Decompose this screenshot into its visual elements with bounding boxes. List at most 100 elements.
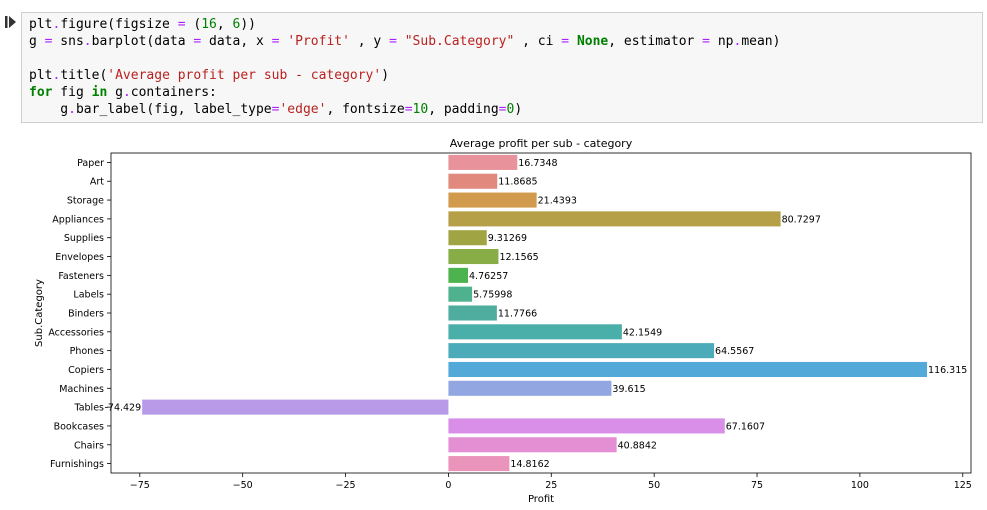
code-token: = xyxy=(561,34,570,49)
bar-envelopes xyxy=(448,249,499,265)
x-tick-label: −50 xyxy=(233,480,253,491)
code-token: = xyxy=(177,17,186,32)
bar-supplies xyxy=(448,230,487,246)
y-tick-label: Paper xyxy=(77,158,104,169)
code-token: )) xyxy=(240,17,256,32)
x-tick-label: 0 xyxy=(445,480,451,491)
code-token: , padding xyxy=(428,102,499,117)
code-token: "Sub.Category" xyxy=(404,34,515,49)
code-token: ) xyxy=(381,68,390,83)
code-token xyxy=(569,34,577,49)
code-token: ) xyxy=(514,102,523,117)
bar-value-label: 11.8685 xyxy=(498,177,537,188)
code-token: . xyxy=(68,102,76,117)
x-tick-label: −75 xyxy=(130,480,150,491)
bar-furnishings xyxy=(448,456,510,472)
code-token: for xyxy=(29,85,53,100)
code-token: ( xyxy=(185,17,202,32)
x-axis: −75 −50 −25 0 25 50 75 100 125 xyxy=(130,473,972,491)
bar-chairs xyxy=(448,437,617,453)
y-tick-label: Copiers xyxy=(68,365,104,376)
x-axis-label: Profit xyxy=(528,494,554,505)
bar-appliances xyxy=(448,211,781,227)
bar-value-label: 21.4393 xyxy=(538,196,577,207)
code-token: , y xyxy=(349,34,390,49)
code-token: data, x xyxy=(201,34,272,49)
code-token: fig xyxy=(52,85,92,100)
x-tick-label: 125 xyxy=(954,480,972,491)
code-line: g.bar_label(fig, label_type='edge', font… xyxy=(29,101,982,118)
code-token: np xyxy=(710,34,734,49)
bar-labels xyxy=(448,286,473,302)
y-tick-label: Appliances xyxy=(52,214,104,225)
code-token: 'Profit' xyxy=(287,34,350,49)
code-token: . xyxy=(52,68,61,83)
y-tick-label: Furnishings xyxy=(50,459,104,470)
x-tick-label: 75 xyxy=(751,480,763,491)
code-token: 'Average profit per sub - category' xyxy=(107,68,382,83)
code-editor[interactable]: plt.figure(figsize = (16, 6)) g = sns.bar… xyxy=(21,12,983,123)
code-token: , ci xyxy=(514,34,562,49)
bar-value-label: 116.315 xyxy=(928,365,967,376)
code-token: . xyxy=(52,17,61,32)
y-tick-label: Tables xyxy=(73,403,104,414)
y-axis: Paper Art Storage Appliances Supplies Envelop… xyxy=(48,158,111,470)
code-token: = xyxy=(498,102,507,117)
code-token: barplot(data xyxy=(91,34,194,49)
code-token: 0 xyxy=(506,102,515,117)
bar-phones xyxy=(448,343,715,359)
code-token: mean) xyxy=(741,34,781,49)
bar-chart: Average profit per sub - category 16.734… xyxy=(34,137,972,505)
code-token: plt xyxy=(29,17,53,32)
code-token: None xyxy=(576,34,609,49)
code-token: = xyxy=(44,34,53,49)
code-token: 'edge' xyxy=(279,102,327,117)
y-tick-label: Supplies xyxy=(64,233,104,244)
code-token: . xyxy=(122,85,131,100)
code-token: = xyxy=(702,34,710,49)
y-tick-label: Binders xyxy=(68,309,104,320)
bar-value-label: 42.1549 xyxy=(623,327,662,338)
code-token: , xyxy=(216,17,233,32)
run-cell-icon[interactable] xyxy=(4,14,18,30)
bar-copiers xyxy=(448,361,928,377)
bar-value-label: 80.7297 xyxy=(782,214,821,225)
code-token: , fontsize xyxy=(326,102,405,117)
code-token: = xyxy=(389,34,397,49)
code-token: g xyxy=(29,34,45,49)
code-token: . xyxy=(83,34,92,49)
y-tick-label: Bookcases xyxy=(54,421,104,432)
x-tick-label: 100 xyxy=(851,480,869,491)
code-token: 16 xyxy=(201,17,217,32)
code-line: plt.figure(figsize = (16, 6)) xyxy=(29,16,982,33)
bar-art xyxy=(448,173,498,189)
y-tick-label: Phones xyxy=(70,346,104,357)
bar-value-label: 9.31269 xyxy=(488,233,527,244)
code-token: , estimator xyxy=(608,34,703,49)
bar-machines xyxy=(448,380,612,396)
x-tick-label: −25 xyxy=(336,480,356,491)
code-token: = xyxy=(271,34,280,49)
code-token: in xyxy=(91,85,108,100)
code-token: sns xyxy=(52,34,84,49)
y-tick-label: Fasteners xyxy=(58,271,104,282)
code-token: containers: xyxy=(130,85,217,100)
y-tick-label: Art xyxy=(90,177,104,188)
code-line: g = sns.barplot(data = data, x = 'Profit… xyxy=(29,33,982,50)
code-token: bar_label(fig, label_type xyxy=(75,102,272,117)
code-token: g xyxy=(29,102,69,117)
code-token: = xyxy=(404,102,413,117)
bar-tables xyxy=(142,399,449,415)
code-token: = xyxy=(271,102,280,117)
bar-fasteners xyxy=(448,267,469,283)
code-token: = xyxy=(193,34,202,49)
bar-value-label: -74.429 xyxy=(104,403,141,414)
bar-value-label: 11.7766 xyxy=(498,309,537,320)
code-line: plt.title('Average profit per sub - cate… xyxy=(29,67,982,84)
x-tick-label: 25 xyxy=(545,480,557,491)
y-tick-label: Envelopes xyxy=(55,252,104,263)
code-cell: plt.figure(figsize = (16, 6)) g = sns.bar… xyxy=(0,0,987,130)
y-axis-label: Sub.Category xyxy=(34,279,45,347)
code-line: for fig in g.containers: xyxy=(29,84,982,101)
